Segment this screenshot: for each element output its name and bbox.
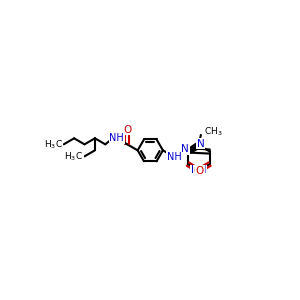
Text: H$_3$C: H$_3$C xyxy=(64,150,83,163)
Text: O: O xyxy=(194,166,202,176)
Text: N: N xyxy=(197,139,205,149)
Text: NH: NH xyxy=(191,165,206,176)
Text: CH$_3$: CH$_3$ xyxy=(204,125,222,138)
Text: NH: NH xyxy=(110,133,124,143)
Text: O: O xyxy=(123,125,131,135)
Text: O: O xyxy=(196,166,204,176)
Text: H$_3$C: H$_3$C xyxy=(44,138,62,151)
Text: NH: NH xyxy=(167,152,182,162)
Text: N: N xyxy=(181,144,189,154)
